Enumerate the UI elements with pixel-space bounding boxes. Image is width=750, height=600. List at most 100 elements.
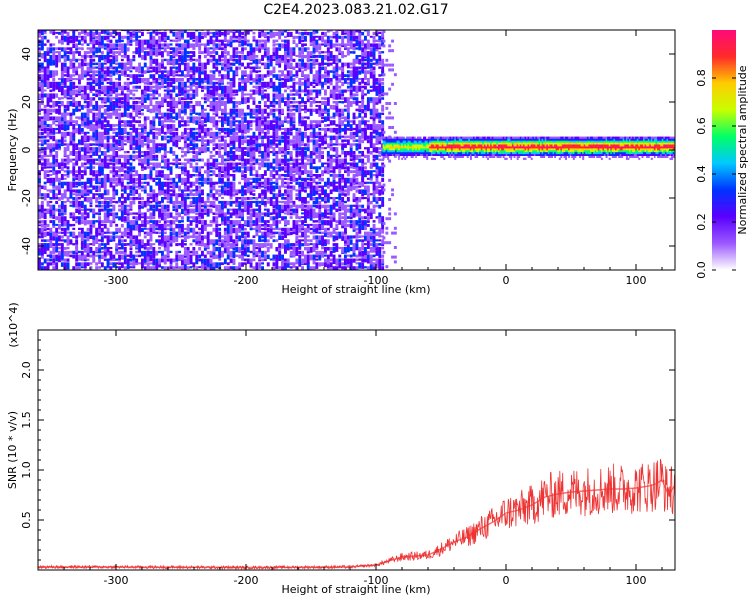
heatmap-cell — [63, 212, 67, 216]
heatmap-cell — [149, 74, 153, 79]
heatmap-cell — [215, 51, 219, 55]
heatmap-cell — [95, 30, 99, 33]
heatmap-cell — [46, 93, 50, 98]
heatmap-cell — [203, 258, 207, 264]
heatmap-cell — [58, 139, 61, 143]
heatmap-cell — [306, 170, 310, 174]
heatmap-cell — [75, 258, 79, 262]
heatmap-cell — [218, 101, 222, 106]
heatmap-cell — [49, 212, 53, 217]
heatmap-cell — [295, 243, 299, 247]
heatmap-cell — [312, 43, 316, 48]
heatmap-cell — [169, 124, 173, 129]
heatmap-cell — [135, 216, 139, 221]
heatmap-cell — [252, 208, 256, 214]
heatmap-cell — [201, 243, 204, 247]
heatmap-cell — [123, 247, 127, 253]
heatmap-cell — [161, 223, 164, 230]
heatmap-cell — [80, 116, 84, 121]
heatmap-cell — [284, 212, 287, 215]
heatmap-cell — [252, 235, 256, 238]
heatmap-cell — [60, 208, 64, 213]
heatmap-cell — [232, 177, 236, 181]
heatmap-cell — [83, 135, 87, 142]
heatmap-cell — [92, 170, 96, 176]
heatmap-cell — [281, 131, 284, 135]
heatmap-cell — [238, 108, 242, 115]
heatmap-cell — [281, 127, 284, 130]
heatmap-cell — [275, 162, 279, 166]
heatmap-cell — [275, 197, 279, 202]
heatmap-cell — [155, 78, 159, 84]
heatmap-cell — [69, 66, 73, 70]
heatmap-cell — [183, 243, 187, 246]
heatmap-cell — [43, 151, 47, 156]
heatmap-cell — [146, 220, 150, 225]
heatmap-cell — [80, 93, 84, 99]
heatmap-cell — [135, 74, 139, 80]
heatmap-cell — [135, 262, 139, 266]
heatmap-cell — [223, 135, 227, 139]
heatmap-cell — [78, 39, 81, 45]
heatmap-cell — [195, 151, 199, 156]
heatmap-cell — [169, 177, 173, 181]
heatmap-cell — [292, 185, 296, 191]
heatmap-cell — [106, 39, 110, 43]
heatmap-cell — [301, 204, 304, 210]
heatmap-cell — [249, 30, 253, 32]
heatmap-cell — [152, 131, 156, 137]
heatmap-cell — [75, 235, 79, 239]
heatmap-cell — [258, 151, 262, 154]
heatmap-cell — [72, 66, 76, 72]
heatmap-cell — [281, 154, 284, 158]
heatmap-cell — [120, 85, 124, 92]
heatmap-cell — [218, 166, 222, 172]
heatmap-cell — [58, 181, 61, 186]
heatmap-cell — [318, 208, 322, 214]
heatmap-cell — [275, 262, 279, 269]
heatmap-cell — [223, 166, 227, 172]
heatmap-cell — [55, 139, 59, 144]
heatmap-cell — [100, 101, 104, 104]
heatmap-cell — [46, 200, 50, 207]
heatmap-cell — [295, 108, 299, 113]
heatmap-cell — [126, 166, 130, 171]
heatmap-cell — [55, 193, 59, 197]
heatmap-cell — [43, 185, 47, 190]
heatmap-cell — [163, 154, 167, 158]
heatmap-cell — [238, 235, 242, 242]
heatmap-cell — [95, 39, 99, 45]
heatmap-cell — [149, 197, 153, 200]
heatmap-cell — [249, 120, 253, 124]
heatmap-cell — [252, 120, 256, 123]
heatmap-cell — [135, 250, 139, 254]
heatmap-cell — [49, 116, 53, 121]
heatmap-cell — [215, 208, 219, 212]
heatmap-cell — [109, 158, 113, 162]
heatmap-cell — [286, 170, 290, 174]
heatmap-cell — [221, 66, 224, 71]
heatmap-cell — [255, 143, 259, 150]
heatmap-cell — [301, 266, 304, 270]
heatmap-cell — [221, 89, 224, 94]
heatmap-cell — [235, 166, 239, 172]
heatmap-cell — [163, 247, 167, 252]
heatmap-cell — [100, 112, 104, 119]
heatmap-cell — [55, 262, 59, 267]
heatmap-cell — [49, 200, 53, 204]
heatmap-cell — [312, 124, 316, 128]
heatmap-cell — [46, 81, 50, 87]
heatmap-cell — [141, 200, 144, 207]
heatmap-cell — [189, 43, 193, 48]
heatmap-cell — [232, 47, 236, 53]
heatmap-cell — [183, 43, 187, 48]
heatmap-cell — [78, 262, 81, 267]
heatmap-cell — [40, 39, 44, 45]
heatmap-cell — [284, 200, 287, 205]
heatmap-cell — [95, 66, 99, 69]
heatmap-cell — [120, 104, 124, 109]
heatmap-cell — [252, 58, 256, 64]
heatmap-cell — [241, 216, 244, 221]
heatmap-cell — [118, 204, 121, 208]
heatmap-cell — [321, 35, 324, 41]
